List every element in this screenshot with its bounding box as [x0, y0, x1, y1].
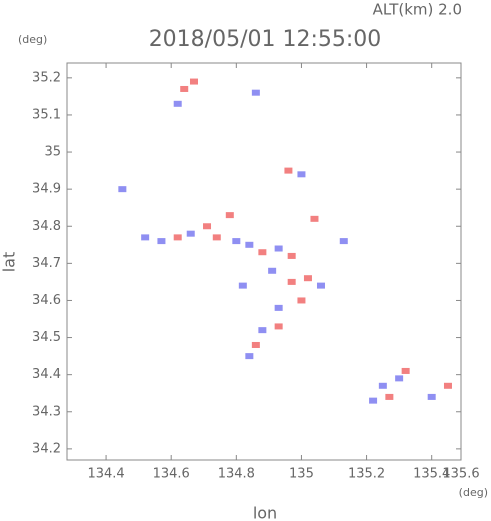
echo-point [157, 238, 166, 245]
x-tick-label: 134.8 [218, 467, 255, 482]
y-tick-label: 35 [44, 145, 61, 160]
echo-point [173, 100, 182, 107]
echo-point [212, 234, 221, 241]
y-tick-label: 34.9 [32, 182, 61, 197]
echo-point [245, 353, 254, 360]
echo-point [385, 393, 394, 400]
echo-point [268, 267, 277, 274]
echo-point [378, 382, 387, 389]
y-tick-label: 34.3 [32, 404, 61, 419]
y-tick-label: 35.1 [32, 107, 61, 122]
echo-point [401, 367, 410, 374]
x-tick-label: 134.4 [87, 467, 124, 482]
plot-frame [66, 62, 462, 461]
echo-point [369, 397, 378, 404]
echo-point [189, 78, 198, 85]
x-tick-label: 135.6 [442, 467, 479, 482]
echo-point [443, 382, 452, 389]
echo-point [258, 249, 267, 256]
echo-point [251, 89, 260, 96]
y-axis-label: lat [0, 252, 19, 273]
echo-point [303, 275, 312, 282]
echo-point [186, 230, 195, 237]
echo-point [173, 234, 182, 241]
x-tick-label: 134.6 [153, 467, 190, 482]
echo-point [245, 241, 254, 248]
echo-point [118, 186, 127, 193]
echo-point [316, 282, 325, 289]
echo-point [297, 171, 306, 178]
x-tick-label: 135.2 [348, 467, 385, 482]
echo-point [274, 304, 283, 311]
echo-point [287, 278, 296, 285]
echo-point [180, 85, 189, 92]
echo-point [284, 167, 293, 174]
y-tick-label: 35.2 [32, 70, 61, 85]
y-tick-label: 34.4 [32, 367, 61, 382]
echo-point [339, 238, 348, 245]
x-unit: (deg) [459, 486, 488, 499]
echo-point [203, 223, 212, 230]
y-tick-label: 34.7 [32, 256, 61, 271]
x-tick-label: 135 [289, 467, 314, 482]
x-axis-label: lon [253, 504, 277, 521]
echo-point [225, 212, 234, 219]
echo-point [274, 245, 283, 252]
echo-point [310, 215, 319, 222]
chart-title: 2018/05/01 12:55:00 [149, 27, 382, 52]
echo-point [427, 393, 436, 400]
x-tick-label: 135.4 [413, 467, 450, 482]
y-tick-label: 34.5 [32, 330, 61, 345]
y-tick-label: 34.8 [32, 219, 61, 234]
echo-point [297, 297, 306, 304]
echo-point [141, 234, 150, 241]
echo-point [238, 282, 247, 289]
altitude-label: ALT(km) 2.0 [373, 1, 462, 19]
y-tick-label: 34.6 [32, 293, 61, 308]
y-tick-label: 34.2 [32, 441, 61, 456]
echo-point [232, 238, 241, 245]
echo-point [287, 252, 296, 259]
y-unit: (deg) [18, 33, 47, 46]
echo-point [274, 323, 283, 330]
echo-point [258, 327, 267, 334]
echo-point [395, 375, 404, 382]
echo-point [251, 341, 260, 348]
